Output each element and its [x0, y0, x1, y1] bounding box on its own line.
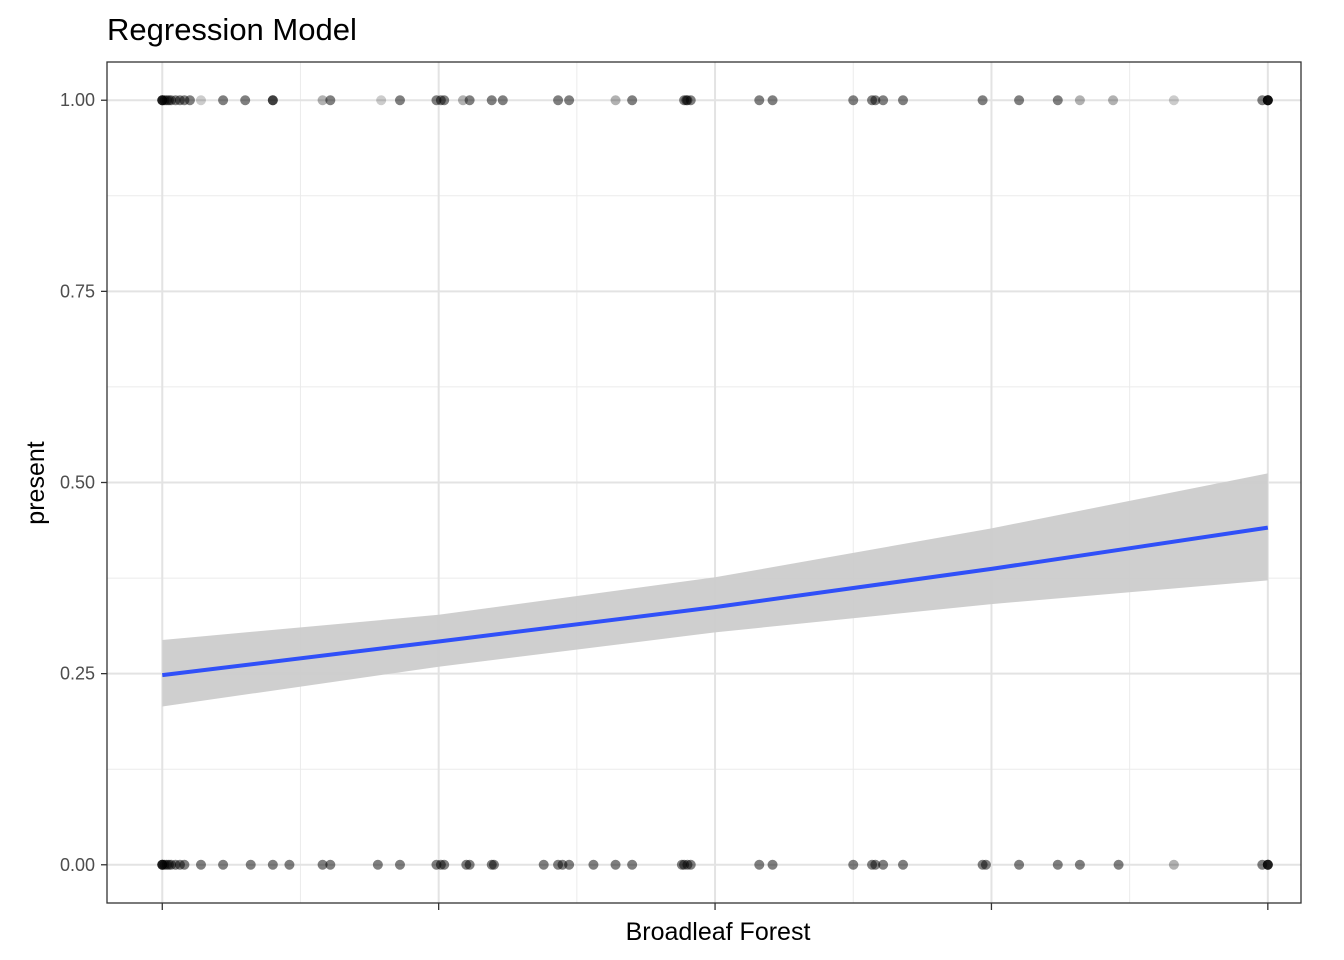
data-points	[157, 95, 1273, 870]
point-present-1	[195, 95, 206, 106]
point-present-0	[767, 859, 778, 870]
point-present-1	[240, 95, 251, 106]
point-present-0	[1168, 859, 1179, 870]
y-tick-label: 1.00	[60, 90, 95, 110]
point-present-0	[538, 859, 549, 870]
confidence-band	[162, 473, 1268, 707]
point-present-0	[267, 859, 278, 870]
point-present-0	[372, 859, 383, 870]
point-present-0	[878, 859, 889, 870]
point-present-1	[627, 95, 638, 106]
point-present-0	[1074, 859, 1085, 870]
plot-panel	[106, 61, 1302, 904]
point-present-1	[685, 95, 696, 106]
point-present-0	[1113, 859, 1124, 870]
point-present-1	[1262, 95, 1273, 106]
point-present-0	[1052, 859, 1063, 870]
point-present-1	[848, 95, 859, 106]
point-present-0	[218, 859, 229, 870]
point-present-1	[376, 95, 387, 106]
point-present-0	[1262, 859, 1273, 870]
point-present-0	[870, 859, 881, 870]
point-present-1	[610, 95, 621, 106]
point-present-1	[870, 95, 881, 106]
point-present-1	[394, 95, 405, 106]
fit-line	[162, 525, 1269, 678]
point-present-1	[1168, 95, 1179, 106]
point-present-0	[588, 859, 599, 870]
point-present-1	[464, 95, 475, 106]
major-gridlines	[107, 62, 1301, 903]
point-present-1	[184, 95, 195, 106]
point-present-0	[464, 859, 475, 870]
point-present-1	[754, 95, 765, 106]
point-present-0	[564, 859, 575, 870]
point-present-0	[610, 859, 621, 870]
point-present-1	[267, 95, 278, 106]
point-present-1	[317, 95, 328, 106]
point-present-0	[284, 859, 295, 870]
point-present-1	[486, 95, 497, 106]
point-present-1	[767, 95, 778, 106]
point-present-0	[754, 859, 765, 870]
point-present-0	[627, 859, 638, 870]
point-present-1	[1014, 95, 1025, 106]
point-present-1	[497, 95, 508, 106]
point-present-1	[439, 95, 450, 106]
y-axis: 0.00 0.25 0.50 0.75 1.00	[60, 90, 107, 875]
y-tick-label: 0.75	[60, 281, 95, 301]
point-present-1	[553, 95, 564, 106]
point-present-0	[439, 859, 450, 870]
point-present-0	[898, 859, 908, 870]
point-present-0	[394, 859, 405, 870]
point-present-0	[488, 859, 499, 870]
point-present-1	[898, 95, 908, 106]
y-tick-label: 0.00	[60, 855, 95, 875]
x-axis-title: Broadleaf Forest	[626, 918, 811, 946]
point-present-1	[218, 95, 229, 106]
y-tick-label: 0.50	[60, 473, 95, 493]
x-axis	[161, 903, 1269, 910]
point-present-0	[1014, 859, 1025, 870]
point-present-0	[245, 859, 256, 870]
point-present-1	[1074, 95, 1085, 106]
chart-title: Regression Model	[107, 12, 357, 47]
point-present-1	[878, 95, 889, 106]
point-present-0	[325, 859, 336, 870]
point-present-0	[685, 859, 696, 870]
point-present-0	[848, 859, 859, 870]
y-tick-label: 0.25	[60, 664, 95, 684]
point-present-0	[980, 859, 991, 870]
point-present-1	[1052, 95, 1063, 106]
point-present-1	[1108, 95, 1119, 106]
point-present-1	[977, 95, 988, 106]
point-present-0	[179, 859, 190, 870]
point-present-0	[195, 859, 206, 870]
point-present-0	[317, 859, 328, 870]
point-present-1	[564, 95, 575, 106]
y-axis-title: present	[22, 441, 50, 524]
point-present-1	[325, 95, 336, 106]
